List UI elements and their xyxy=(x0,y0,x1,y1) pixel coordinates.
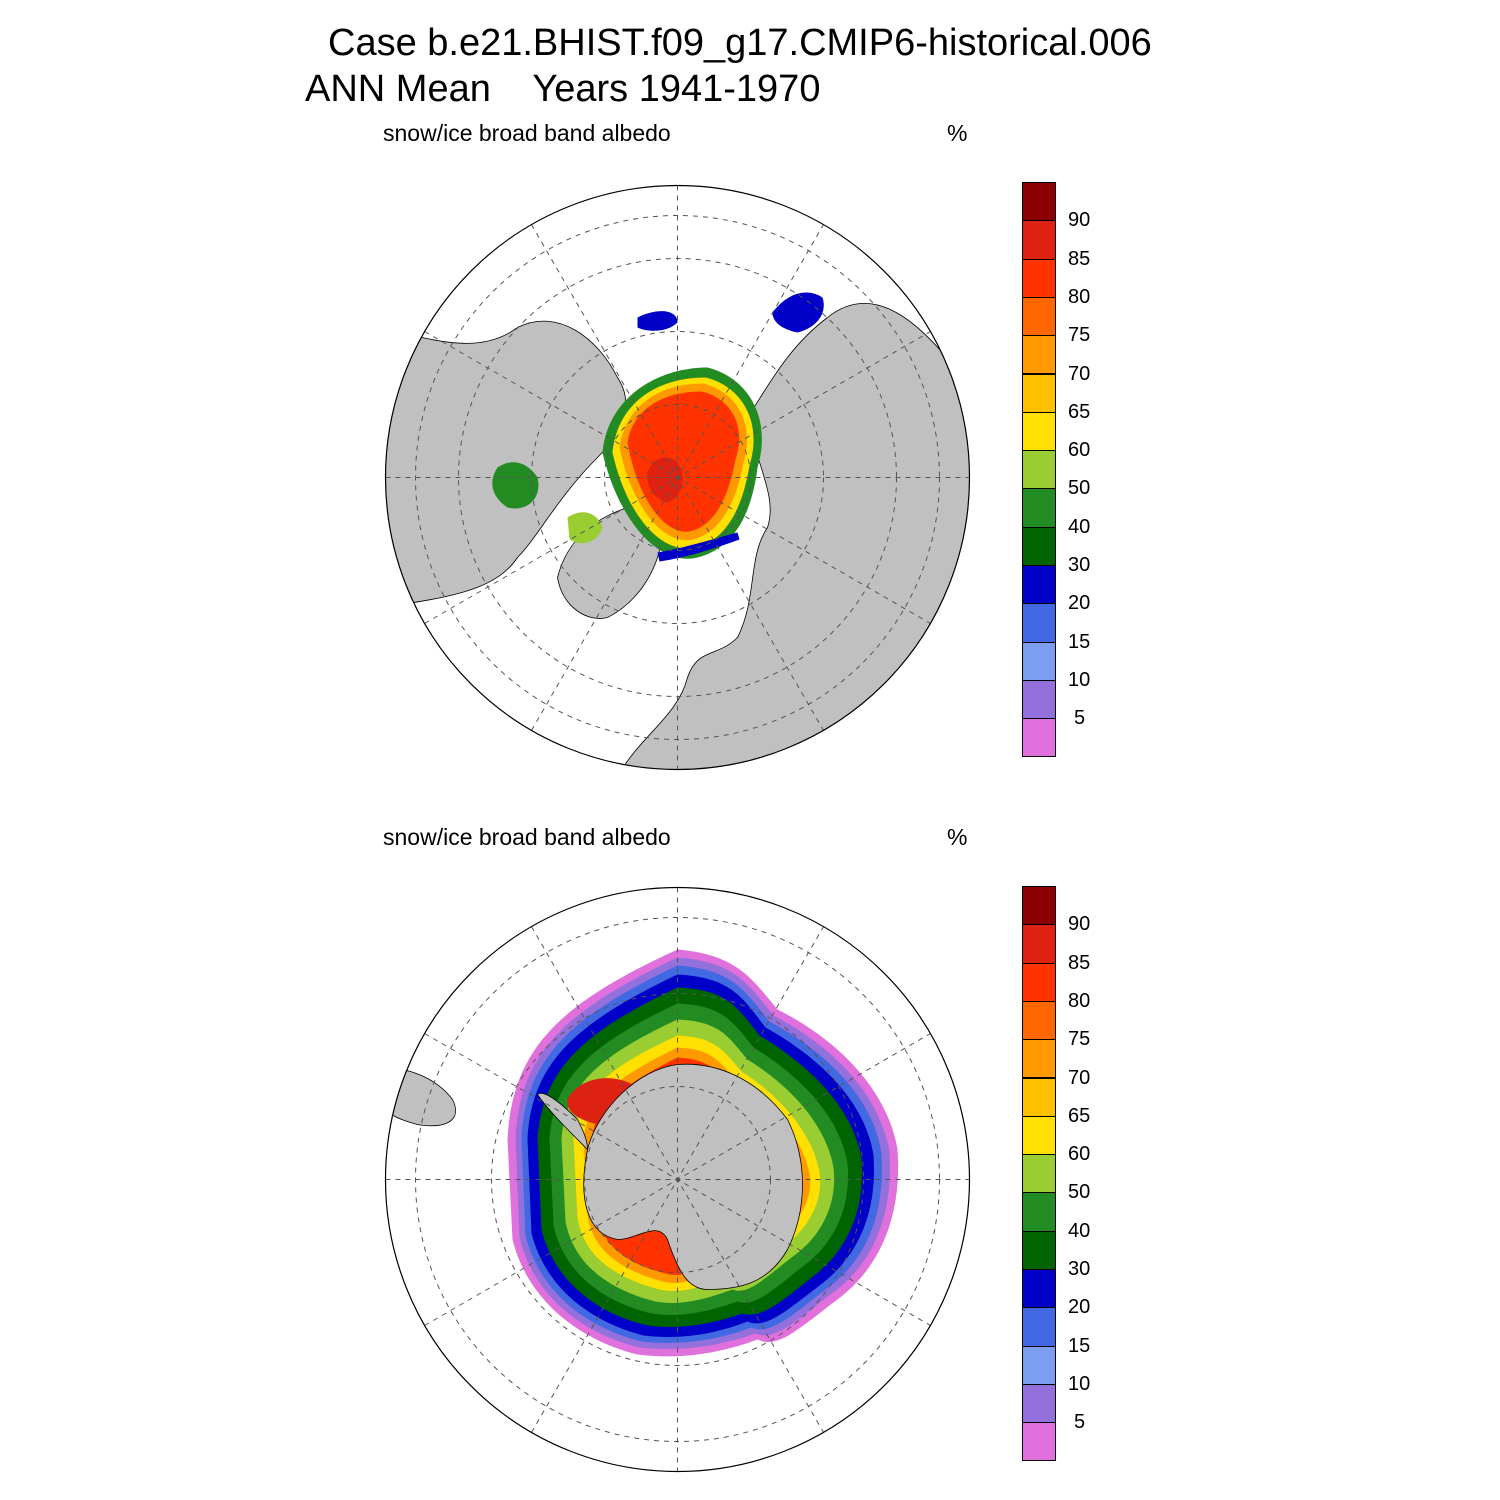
colorbar-tick-label: 80 xyxy=(1068,285,1091,308)
land-eurasia xyxy=(616,302,970,770)
south-polar-map xyxy=(384,886,971,1473)
colorbar-tick-label: 60 xyxy=(1068,1143,1091,1166)
colorbar-box xyxy=(1022,1383,1056,1424)
colorbar-tick-label: 75 xyxy=(1068,1028,1091,1051)
colorbar-box xyxy=(1022,258,1056,298)
colorbar-box xyxy=(1022,373,1056,413)
colorbar-tick-label: 40 xyxy=(1068,1219,1091,1242)
plot-title-period: ANN Mean Years 1941-1970 xyxy=(305,68,821,110)
colorbar-tick-label: 80 xyxy=(1068,989,1091,1012)
colorbar-box xyxy=(1022,1269,1056,1309)
colorbar-box xyxy=(1022,1192,1056,1232)
colorbar-box xyxy=(1022,220,1056,260)
colorbar-box xyxy=(1022,679,1056,720)
colorbar-box xyxy=(1022,603,1056,643)
colorbar-tick-label: 5 xyxy=(1074,707,1086,730)
colorbar-box xyxy=(1022,1077,1056,1117)
colorbar-tick-label: 10 xyxy=(1068,1372,1091,1395)
colorbar-box xyxy=(1022,565,1056,605)
hudson-bay-ice xyxy=(492,462,539,509)
north-panel-variable-label: snow/ice broad band albedo xyxy=(383,120,671,146)
colorbar-box xyxy=(1022,886,1056,926)
colorbar-box xyxy=(1022,1422,1056,1462)
colorbar-tick-label: 85 xyxy=(1068,951,1091,974)
bering-ice xyxy=(637,311,678,331)
colorbar-box xyxy=(1022,924,1056,964)
antarctic-peninsula xyxy=(536,1092,588,1151)
north-panel-units: % xyxy=(947,120,968,146)
colorbar-tick-label: 30 xyxy=(1068,1258,1091,1280)
south-panel-variable-label: snow/ice broad band albedo xyxy=(383,824,671,850)
okhotsk-ice xyxy=(772,292,824,333)
colorbar-tick-label: 20 xyxy=(1068,1296,1091,1319)
colorbar-tick-label: 60 xyxy=(1068,439,1091,462)
colorbar-box xyxy=(1022,526,1056,566)
colorbar-tick-label: 65 xyxy=(1068,1104,1091,1127)
colorbar-box xyxy=(1022,182,1056,222)
colorbar-tick-label: 50 xyxy=(1068,477,1091,500)
map-boundary xyxy=(384,184,971,771)
colorbar-box xyxy=(1022,1230,1056,1270)
colorbar-tick-label: 90 xyxy=(1068,913,1091,936)
graticule xyxy=(385,887,970,1472)
colorbar-tick-label: 70 xyxy=(1068,1066,1091,1089)
colorbar-box xyxy=(1022,335,1056,375)
sea-ice-max-darkred xyxy=(647,457,683,503)
colorbar-box xyxy=(1022,962,1056,1002)
colorbar-tick-label: 65 xyxy=(1068,400,1091,423)
graticule xyxy=(385,185,970,770)
colorbar-tick-label: 10 xyxy=(1068,668,1091,691)
south-colorbar: 5 10 15 20 30 40 50 60 65 70 75 80 85 90 xyxy=(1022,886,1090,1462)
colorbar-box xyxy=(1022,488,1056,528)
colorbar-tick-label: 90 xyxy=(1068,209,1091,232)
land-antarctica xyxy=(583,1063,803,1290)
colorbar-tick-label: 20 xyxy=(1068,592,1091,615)
colorbar-tick-label: 85 xyxy=(1068,247,1091,270)
colorbar-box xyxy=(1022,450,1056,490)
colorbar-tick-label: 15 xyxy=(1068,1334,1091,1357)
colorbar-box xyxy=(1022,1000,1056,1041)
colorbar-tick-label: 75 xyxy=(1068,324,1091,347)
south-panel-units: % xyxy=(947,824,968,850)
colorbar-box xyxy=(1022,641,1056,681)
colorbar-box xyxy=(1022,1115,1056,1156)
colorbar-tick-label: 70 xyxy=(1068,362,1091,385)
colorbar-box xyxy=(1022,1154,1056,1194)
baffin-ice xyxy=(567,512,603,544)
colorbar-tick-label: 40 xyxy=(1068,515,1091,538)
colorbar-tick-label: 50 xyxy=(1068,1181,1091,1204)
colorbar-box xyxy=(1022,1039,1056,1079)
colorbar-box xyxy=(1022,411,1056,452)
colorbar-box xyxy=(1022,718,1056,758)
colorbar-box xyxy=(1022,1345,1056,1385)
north-polar-map xyxy=(384,184,971,771)
colorbar-tick-label: 15 xyxy=(1068,630,1091,653)
colorbar-tick-label: 30 xyxy=(1068,554,1091,576)
colorbar-tick-label: 5 xyxy=(1074,1411,1086,1434)
colorbar-box xyxy=(1022,296,1056,337)
plot-title-case: Case b.e21.BHIST.f09_g17.CMIP6-historica… xyxy=(328,22,1152,64)
map-boundary xyxy=(384,886,971,1473)
north-colorbar: 5 10 15 20 30 40 50 60 65 70 75 80 85 90 xyxy=(1022,182,1090,758)
colorbar-box xyxy=(1022,1307,1056,1347)
